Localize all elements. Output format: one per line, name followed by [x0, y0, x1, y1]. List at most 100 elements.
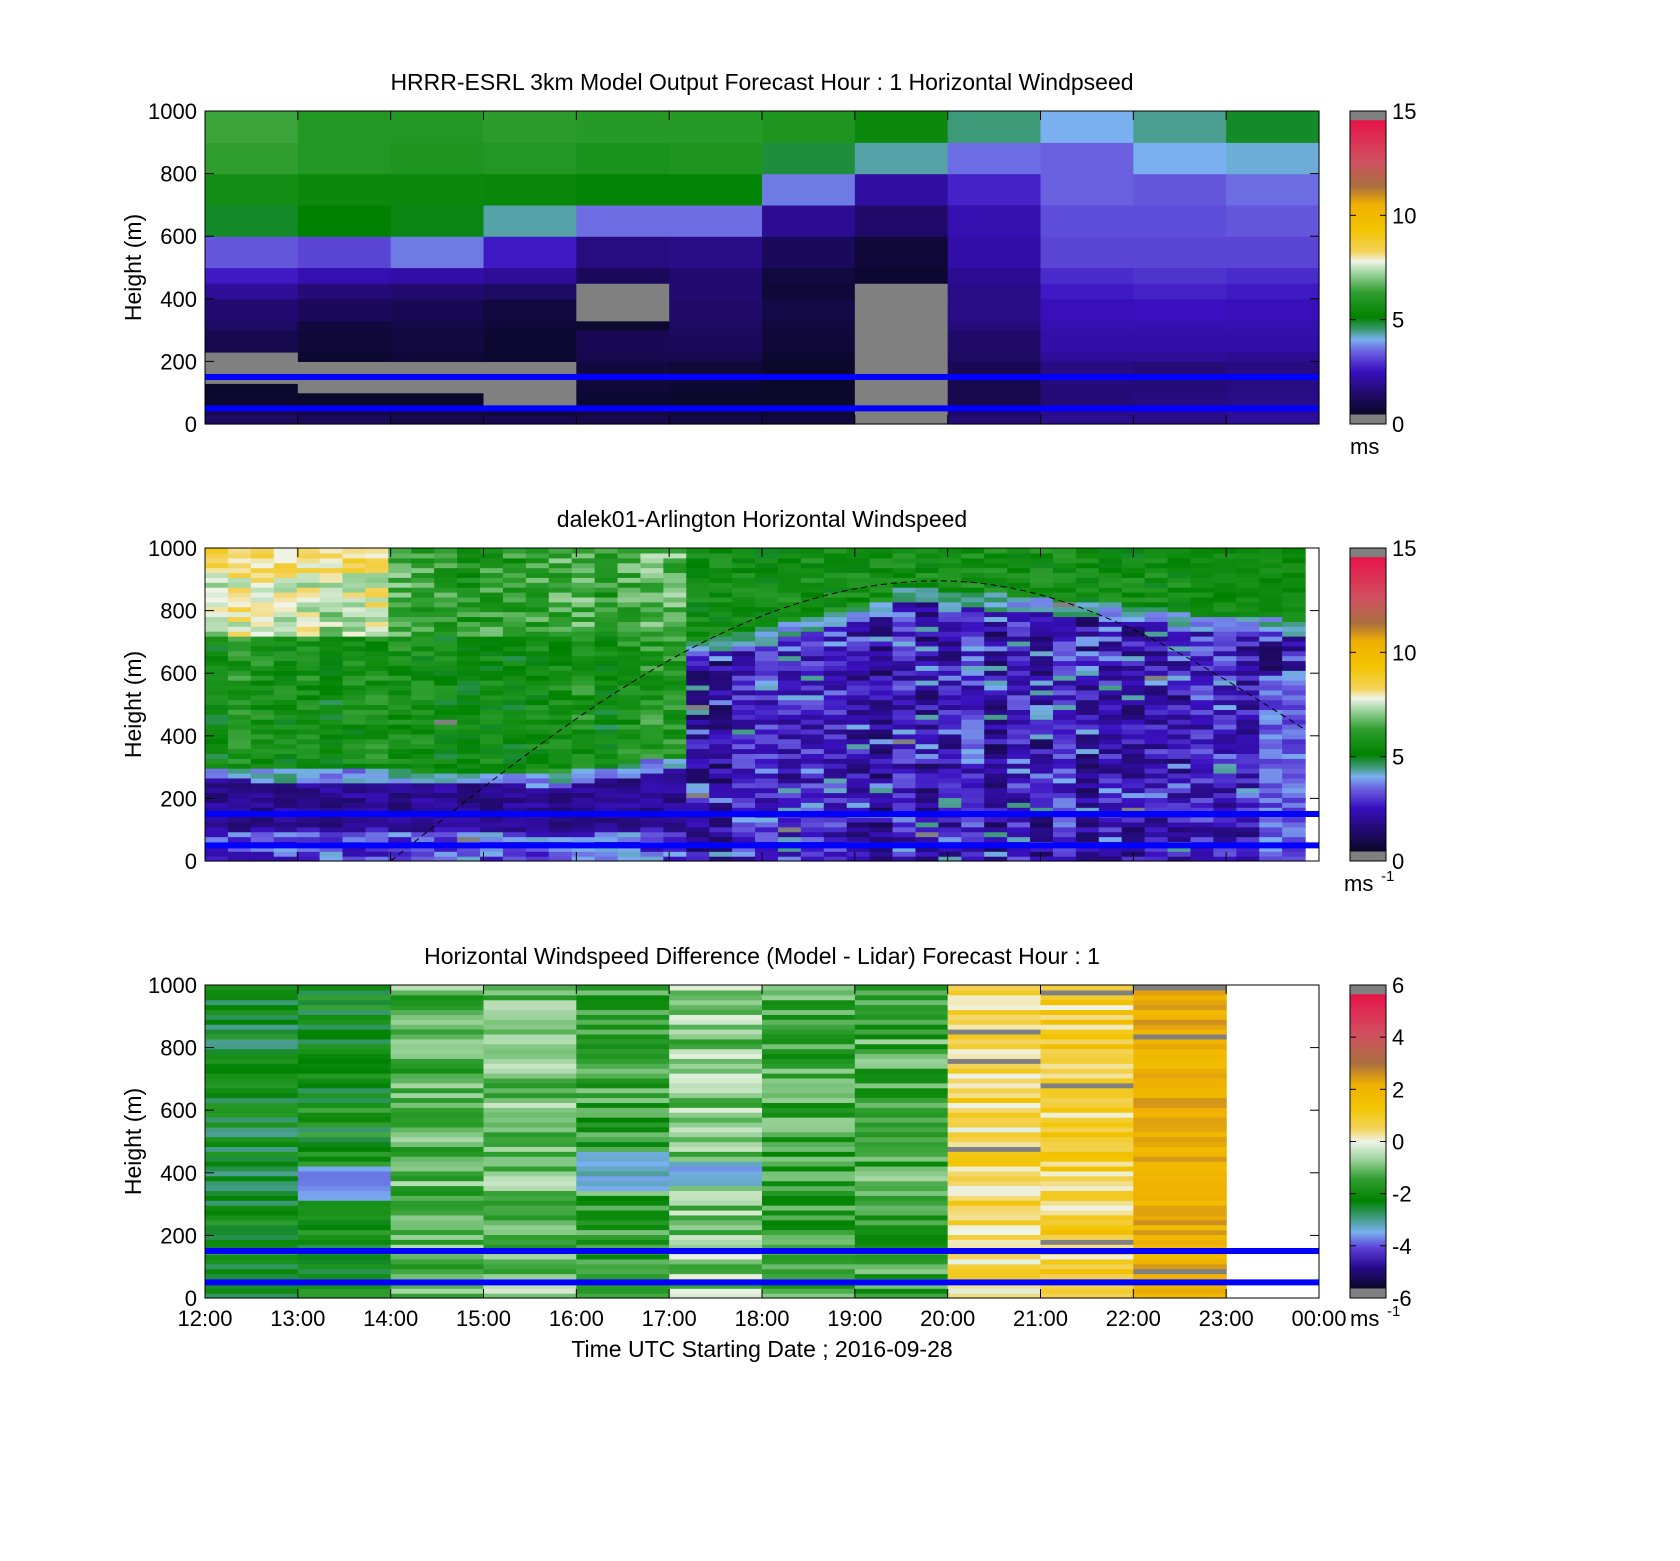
heatmap-cell [961, 650, 985, 657]
heatmap-cell [1098, 665, 1123, 671]
heatmap-cell [434, 724, 458, 730]
heatmap-cell [205, 733, 229, 740]
heatmap-cell [273, 626, 298, 632]
heatmap-cell [205, 330, 299, 353]
heatmap-cell [709, 772, 733, 779]
heatmap-cell [938, 772, 962, 779]
heatmap-cell [390, 392, 485, 406]
colorbar-unit-exponent: -1 [1381, 868, 1394, 885]
heatmap-cell [669, 1126, 763, 1133]
heatmap-cell [1040, 989, 1134, 996]
heatmap-cell [1282, 802, 1306, 808]
heatmap-cell [411, 611, 435, 618]
heatmap-cell [800, 758, 825, 764]
heatmap-cell [548, 592, 573, 598]
heatmap-cell [1121, 606, 1146, 613]
heatmap-cell [869, 743, 894, 750]
heatmap-cell [273, 636, 298, 642]
heatmap-cell [390, 298, 485, 322]
heatmap-cell [762, 1156, 856, 1162]
heatmap-cell [617, 596, 642, 603]
heatmap-cell [669, 1038, 763, 1045]
heatmap-cell [755, 640, 779, 647]
heatmap-cell [846, 753, 871, 759]
heatmap-cell [755, 768, 779, 774]
heatmap-cell [576, 1004, 670, 1011]
heatmap-cell [1075, 577, 1100, 583]
heatmap-cell [1075, 836, 1100, 843]
heatmap-cell [1282, 836, 1306, 843]
heatmap-cell [1236, 636, 1260, 642]
heatmap-cell [640, 763, 664, 769]
heatmap-cell [411, 758, 435, 764]
y-tick-label: 600 [160, 1098, 197, 1123]
heatmap-cell [483, 1185, 577, 1192]
heatmap-cell [411, 797, 435, 803]
heatmap-cell [434, 689, 458, 696]
heatmap-cell [1190, 557, 1214, 564]
heatmap-cell [732, 601, 756, 608]
heatmap-cell [961, 636, 985, 642]
heatmap-cell [205, 748, 229, 755]
heatmap-cell [548, 636, 573, 642]
heatmap-cell [502, 684, 527, 691]
heatmap-cell [388, 797, 412, 803]
heatmap-cell [1030, 577, 1054, 583]
heatmap-cell [483, 352, 577, 362]
heatmap-cell [342, 831, 367, 838]
heatmap-cell [319, 582, 344, 588]
heatmap-cell [1133, 352, 1227, 362]
heatmap-cell [1259, 684, 1283, 691]
heatmap-cell [250, 665, 275, 671]
heatmap-cell [823, 792, 848, 799]
heatmap-cell [1190, 792, 1214, 799]
heatmap-cell [296, 782, 321, 789]
heatmap-cell [669, 1175, 763, 1182]
heatmap-cell [709, 758, 733, 764]
heatmap-cell [548, 807, 573, 813]
heatmap-cell [388, 650, 412, 657]
heatmap-cell [938, 748, 962, 755]
heatmap-cell [709, 655, 733, 662]
heatmap-cell [732, 650, 756, 657]
heatmap-cell [669, 1258, 763, 1265]
heatmap-cell [1052, 743, 1077, 750]
heatmap-cell [1075, 621, 1100, 627]
heatmap-cell [1030, 748, 1054, 755]
heatmap-cell [732, 684, 756, 691]
heatmap-cell [1098, 807, 1123, 813]
heatmap-cell [319, 636, 344, 642]
heatmap-cell [732, 636, 756, 642]
heatmap-cell [869, 660, 894, 666]
heatmap-cell [961, 601, 985, 608]
heatmap-cell [457, 645, 481, 652]
heatmap-cell [762, 236, 856, 269]
heatmap-cell [525, 709, 550, 715]
heatmap-cell [1133, 204, 1227, 237]
heatmap-cell [686, 606, 710, 613]
heatmap-cell [390, 1156, 485, 1162]
heatmap-cell [777, 582, 802, 588]
heatmap-cell [457, 758, 481, 764]
heatmap-cell [1190, 621, 1214, 627]
heatmap-cell [434, 601, 458, 608]
heatmap-cell [1282, 684, 1306, 691]
heatmap-cell [617, 689, 642, 696]
heatmap-cell [434, 645, 458, 652]
heatmap-cell [319, 548, 344, 554]
heatmap-cell [732, 821, 756, 828]
heatmap-cell [755, 782, 779, 789]
heatmap-cell [800, 821, 825, 828]
heatmap-cell [961, 777, 985, 784]
heatmap-cell [1190, 772, 1214, 779]
heatmap-cell [205, 1209, 299, 1216]
heatmap-cell [1213, 743, 1237, 750]
heatmap-cell [823, 675, 848, 681]
heatmap-cell [1052, 753, 1077, 759]
heatmap-cell [1052, 851, 1077, 857]
heatmap-cell [502, 587, 527, 593]
heatmap-cell [854, 1058, 949, 1064]
heatmap-cell [777, 670, 802, 676]
heatmap-cell [1040, 1283, 1134, 1289]
heatmap-cell [640, 552, 664, 559]
